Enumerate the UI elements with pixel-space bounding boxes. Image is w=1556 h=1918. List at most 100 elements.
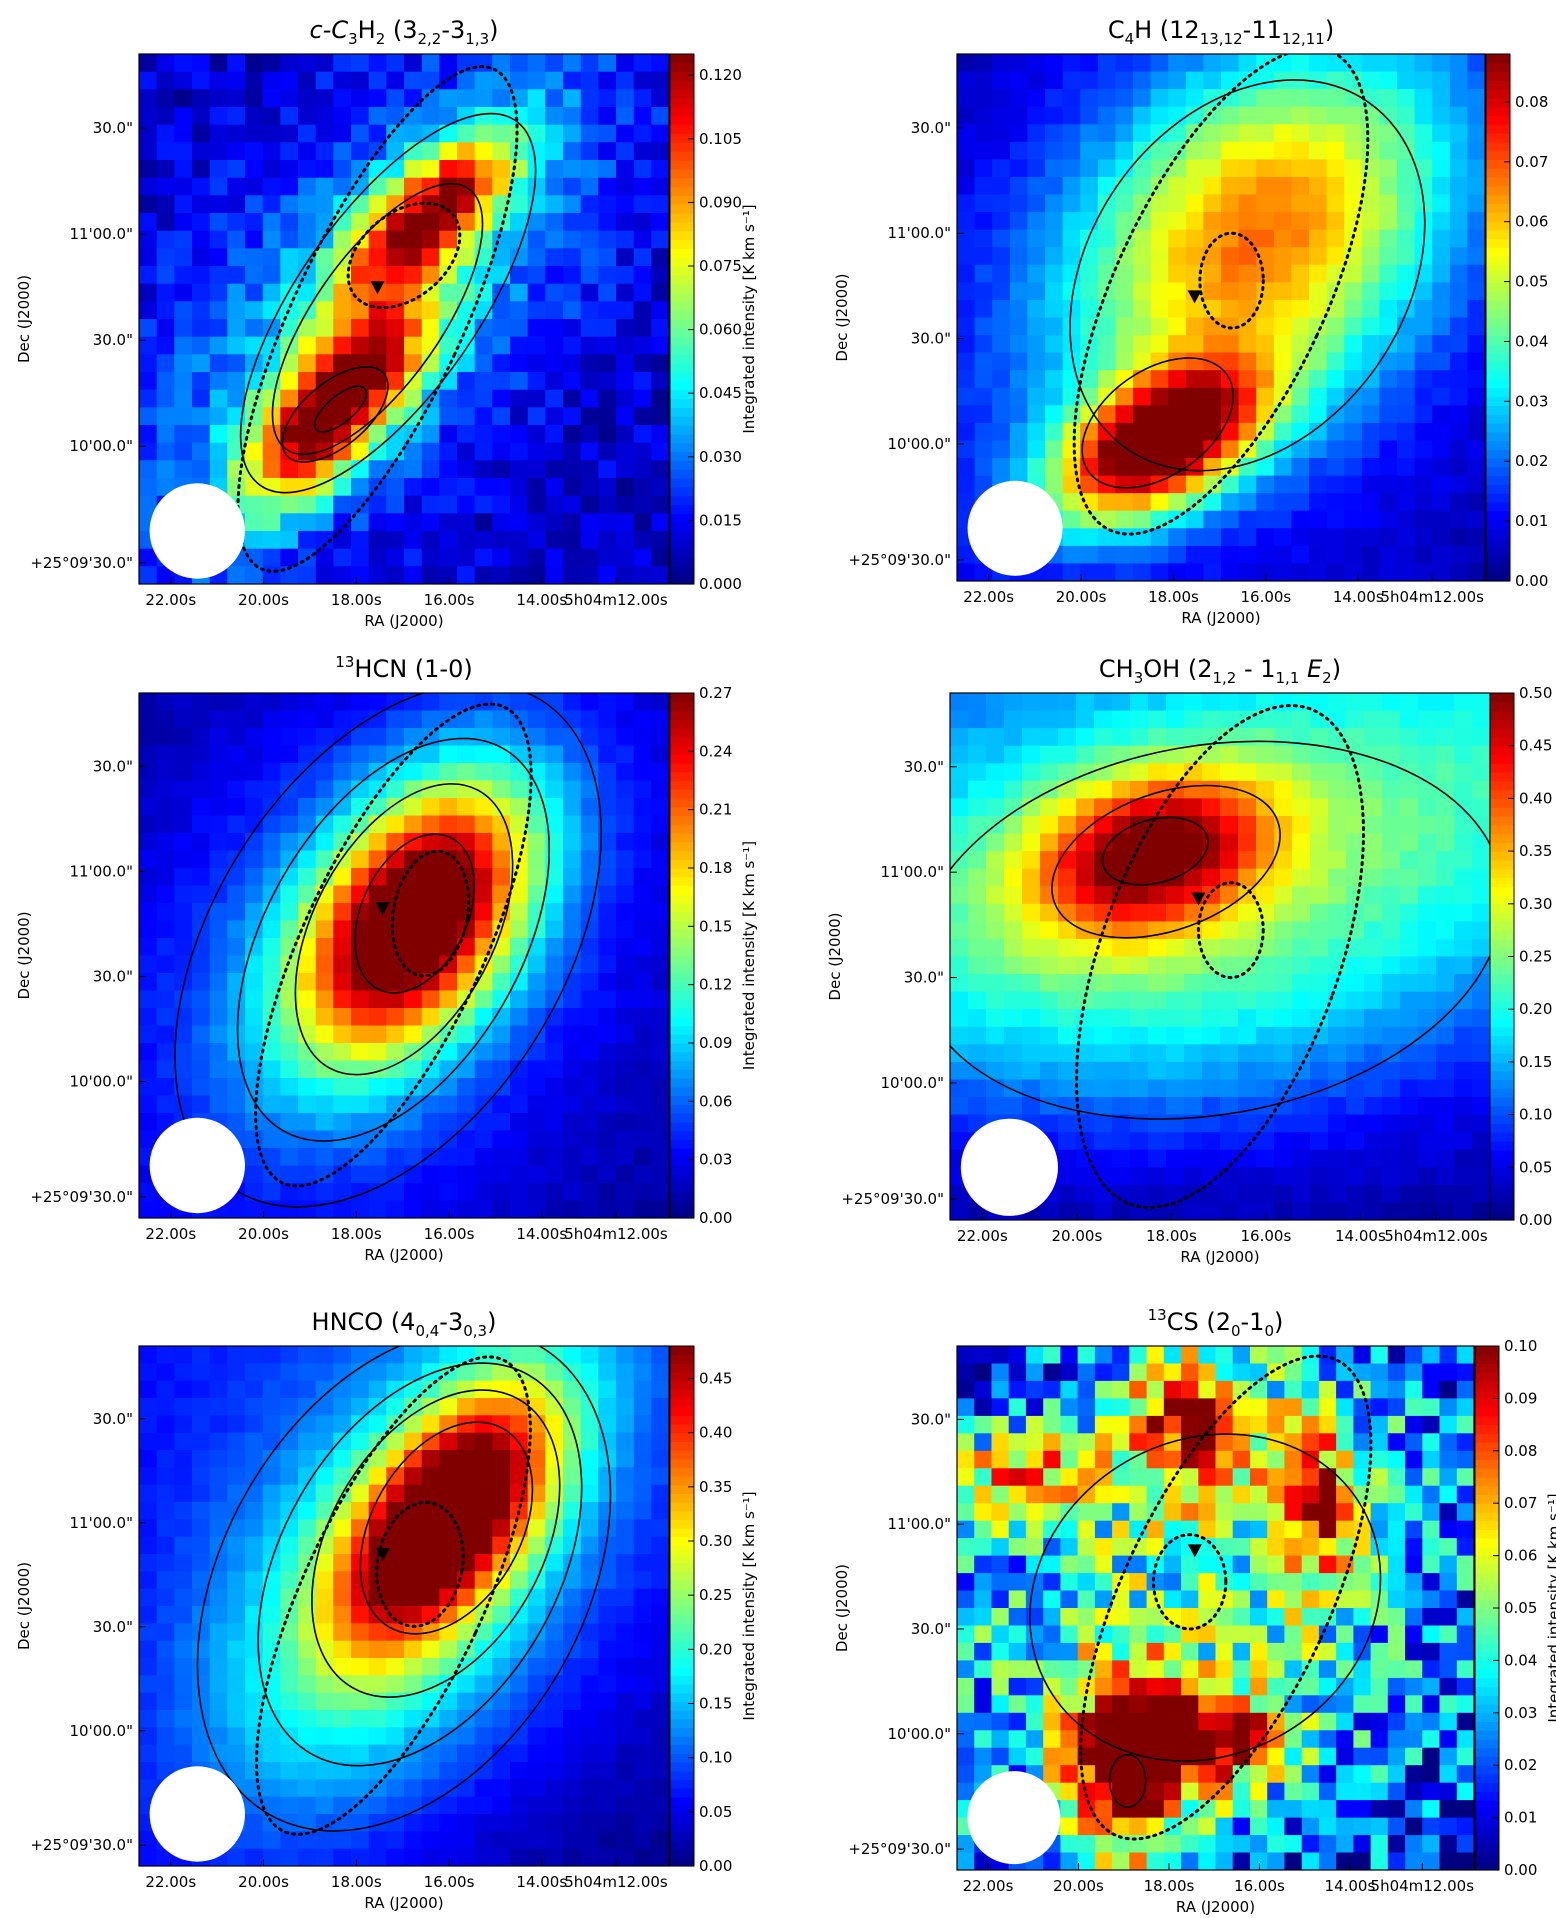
- heatmap-cell: [227, 460, 246, 479]
- heatmap-cell: [1097, 352, 1116, 371]
- heatmap-cell: [1062, 247, 1081, 266]
- heatmap-cell: [351, 1078, 370, 1097]
- heatmap-cell: [1115, 229, 1134, 248]
- heatmap-cell: [1346, 886, 1365, 905]
- heatmap-cell: [545, 1675, 564, 1694]
- heatmap-cell: [633, 1346, 652, 1364]
- heatmap-cell: [315, 389, 334, 408]
- heatmap-cell: [616, 1658, 635, 1676]
- heatmap-cell: [1400, 833, 1419, 852]
- heatmap-cell: [1292, 1132, 1311, 1151]
- heatmap-cell: [563, 1467, 582, 1486]
- heatmap-cell: [474, 566, 493, 584]
- heatmap-cell: [1256, 177, 1275, 196]
- heatmap-cell: [1027, 159, 1046, 178]
- heatmap-cell: [333, 1165, 352, 1184]
- heatmap-cell: [209, 903, 228, 922]
- heatmap-cell: [1397, 528, 1416, 547]
- heatmap-cell: [1309, 545, 1328, 565]
- heatmap-cell: [598, 1658, 617, 1676]
- heatmap-cell: [1361, 335, 1380, 354]
- heatmap-cell: [633, 248, 652, 267]
- heatmap-cell: [474, 54, 493, 73]
- x-tick-label: 18.00s: [331, 591, 382, 609]
- heatmap-cell: [404, 460, 423, 479]
- heatmap-cell: [1382, 1026, 1401, 1045]
- heatmap-cell: [1418, 1202, 1437, 1220]
- heatmap-cell: [227, 1640, 246, 1659]
- heatmap-cell: [968, 816, 987, 835]
- heatmap-cell: [351, 1415, 370, 1434]
- heatmap-cell: [439, 903, 458, 922]
- x-tick-label: 14.00s: [1335, 1227, 1386, 1245]
- heatmap-cell: [510, 354, 529, 373]
- colorbar-step: [670, 504, 694, 514]
- heatmap-cell: [1292, 1097, 1311, 1116]
- colorbar-step: [670, 301, 694, 311]
- heatmap-cell: [1397, 563, 1416, 581]
- heatmap-cell: [139, 955, 158, 974]
- heatmap-cell: [439, 213, 458, 232]
- heatmap-cell: [439, 1848, 458, 1866]
- colorbar-tick-label: 0.06: [699, 1092, 732, 1110]
- heatmap-cell: [474, 920, 493, 939]
- dotted-contour: [1198, 231, 1265, 330]
- heatmap-cell: [527, 266, 546, 285]
- heatmap-cell: [950, 903, 969, 922]
- title-part: ): [1332, 655, 1341, 683]
- heatmap-cell: [1400, 851, 1419, 870]
- heatmap-cell: [1432, 510, 1451, 529]
- heatmap-cell: [1097, 71, 1116, 90]
- heatmap-cell: [1220, 780, 1239, 799]
- heatmap-cell: [1454, 1114, 1473, 1133]
- heatmap-cell: [633, 1380, 652, 1399]
- heatmap-cell: [616, 955, 635, 974]
- heatmap-cell: [1328, 974, 1347, 993]
- colorbar-step: [1486, 212, 1510, 222]
- heatmap-cell: [174, 815, 193, 834]
- colorbar-step: [670, 539, 694, 550]
- heatmap-cell: [1027, 71, 1046, 90]
- heatmap-cell: [368, 354, 387, 373]
- colorbar-step: [670, 89, 694, 99]
- heatmap-cell: [1202, 868, 1221, 887]
- heatmap-cell: [1115, 440, 1134, 459]
- heatmap-cell: [209, 425, 228, 444]
- heatmap-cell: [227, 955, 246, 974]
- heatmap-cell: [1310, 816, 1329, 835]
- heatmap-cell: [174, 728, 193, 747]
- heatmap-cell: [368, 1363, 387, 1382]
- heatmap-cell: [421, 1363, 440, 1382]
- heatmap-cell: [1309, 405, 1328, 424]
- colorbar-step: [1486, 97, 1510, 108]
- heatmap-cell: [1009, 247, 1028, 266]
- heatmap-cell: [1220, 1026, 1239, 1045]
- heatmap-cell: [1418, 693, 1437, 712]
- heatmap-cell: [1361, 282, 1380, 301]
- heatmap-cell: [1040, 1009, 1059, 1028]
- heatmap-cell: [386, 1078, 405, 1097]
- heatmap-cell: [421, 531, 440, 550]
- heatmap-cell: [245, 354, 264, 373]
- heatmap-cell: [262, 1432, 281, 1451]
- heatmap-cell: [1009, 229, 1028, 248]
- heatmap-cell: [510, 177, 529, 196]
- heatmap-cell: [598, 478, 617, 497]
- heatmap-cell: [957, 352, 976, 371]
- colorbar-tick-label: 0.35: [1519, 842, 1552, 860]
- heatmap-cell: [598, 354, 617, 373]
- heatmap-cell: [245, 850, 264, 869]
- heatmap-cell: [545, 230, 564, 249]
- colorbar-frame: [669, 692, 695, 1219]
- y-axis-label: Dec (J2000): [833, 273, 851, 361]
- heatmap-cell: [1150, 71, 1169, 90]
- heatmap-cell: [563, 266, 582, 285]
- heatmap-cell: [262, 54, 281, 73]
- heatmap-cell: [457, 71, 476, 90]
- heatmap-cell: [651, 1502, 669, 1520]
- heatmap-cell: [333, 1588, 352, 1607]
- heatmap-cell: [1346, 693, 1365, 712]
- heatmap-cell: [474, 1467, 493, 1486]
- heatmap-cell: [404, 442, 423, 461]
- heatmap-cell: [280, 160, 299, 179]
